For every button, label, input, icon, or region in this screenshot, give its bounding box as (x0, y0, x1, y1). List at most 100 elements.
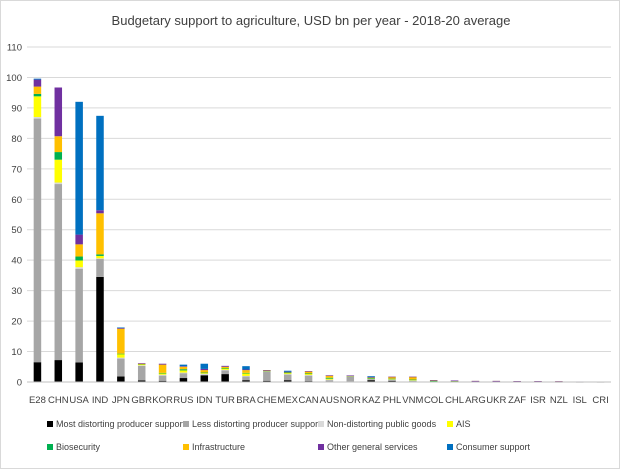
bar-segment (534, 381, 542, 382)
x-tick-label: PHL (383, 395, 401, 406)
bar-segment (200, 372, 209, 374)
legend-swatch (447, 444, 453, 450)
bar-segment (409, 376, 417, 378)
bar-segment (54, 182, 63, 185)
x-axis-tick-labels: E28 CHN USA IND JPN GBR KOR RUS IDN TUR BRA CHE MEX C… (29, 395, 609, 406)
y-tick-label: 70 (11, 164, 22, 175)
x-tick-label: CHN (48, 395, 69, 406)
bar-segment (388, 376, 396, 379)
bar-segment (388, 380, 396, 382)
x-tick-label: CRI (592, 395, 608, 406)
bar-segment (75, 256, 83, 261)
bar-segment (367, 378, 375, 379)
bar-segment (179, 372, 188, 374)
bar-segment (179, 366, 188, 370)
bar-segment (96, 258, 104, 277)
bar-segment (75, 234, 83, 245)
gridlines (27, 46, 611, 383)
bar-segment (304, 374, 313, 376)
bar-segment (325, 375, 334, 376)
bar-segment (325, 380, 334, 382)
bar-segment (367, 377, 375, 379)
bar-segment (242, 372, 250, 374)
bar-segment (137, 363, 146, 365)
bars (33, 78, 605, 383)
legend-swatch (447, 421, 453, 427)
bar-segment (263, 371, 271, 381)
bar-segment (409, 379, 417, 381)
bar-segment (96, 255, 104, 259)
y-tick-label: 40 (11, 256, 22, 267)
bar-segment (75, 260, 83, 268)
bar-segment (75, 267, 83, 269)
bar-segment (75, 362, 83, 382)
bar-segment (54, 184, 63, 361)
x-tick-label: NOR (340, 395, 361, 406)
bar-segment (200, 370, 209, 373)
x-tick-label: KOR (152, 395, 173, 406)
bar-segment (304, 374, 313, 375)
bar-segment (137, 365, 146, 381)
bar-segment (242, 375, 250, 377)
bar-segment (367, 380, 375, 382)
bar-segment (33, 96, 42, 118)
bar-segment (450, 380, 459, 382)
bar-segment (409, 380, 417, 382)
x-tick-label: USA (69, 395, 89, 406)
legend-label: Biosecurity (56, 442, 101, 452)
bar-segment (221, 370, 229, 375)
chart-title: Budgetary support to agriculture, USD bn… (112, 13, 511, 28)
bar-segment (492, 380, 501, 382)
y-tick-label: 0 (17, 378, 22, 389)
bar-segment (96, 210, 104, 214)
bar-segment (221, 368, 229, 370)
bar-segment (96, 115, 104, 211)
bar-segment (325, 375, 334, 378)
bar-segment (367, 377, 375, 378)
bar-segment (137, 365, 146, 366)
bar-segment (117, 353, 125, 355)
bar-segment (409, 379, 417, 381)
bar-segment (179, 366, 188, 367)
bar-segment (263, 370, 271, 372)
bar-segment (54, 360, 63, 382)
x-tick-label: ISR (530, 395, 546, 406)
bar-segment (137, 363, 146, 364)
legend: Most distorting producer support Less dis… (47, 419, 531, 452)
x-tick-label: BRA (236, 395, 256, 406)
x-tick-label: VNM (402, 395, 423, 406)
bar-segment (429, 380, 438, 381)
bar-segment (117, 357, 125, 359)
bar-segment (54, 87, 63, 137)
bar-segment (304, 373, 313, 375)
bar-segment (367, 378, 375, 380)
bar-segment (179, 370, 188, 373)
y-tick-label: 100 (6, 73, 22, 84)
y-tick-label: 80 (11, 134, 22, 145)
bar-segment (158, 364, 167, 373)
bar-segment (429, 380, 438, 382)
bar-segment (283, 370, 292, 372)
bar-segment (388, 378, 396, 380)
bar-segment (96, 258, 104, 259)
bar-segment (346, 375, 355, 377)
bar-segment (158, 372, 167, 374)
x-tick-label: ZAF (508, 395, 526, 406)
legend-swatch (318, 421, 324, 427)
y-tick-label: 90 (11, 103, 22, 114)
bar-segment (304, 371, 313, 374)
bar-segment (283, 371, 292, 373)
x-tick-label: CHE (257, 395, 277, 406)
bar-segment (33, 79, 42, 87)
bar-segment (346, 376, 355, 382)
x-tick-label: AUS (320, 395, 340, 406)
bar-segment (33, 86, 42, 94)
x-tick-label: ISL (573, 395, 587, 406)
bar-segment (96, 213, 104, 255)
bar-segment (179, 373, 188, 379)
bar-segment (33, 78, 42, 80)
bar-segment (283, 374, 292, 381)
bar-segment (179, 378, 188, 382)
bar-segment (283, 373, 292, 375)
bar-segment (75, 244, 83, 257)
